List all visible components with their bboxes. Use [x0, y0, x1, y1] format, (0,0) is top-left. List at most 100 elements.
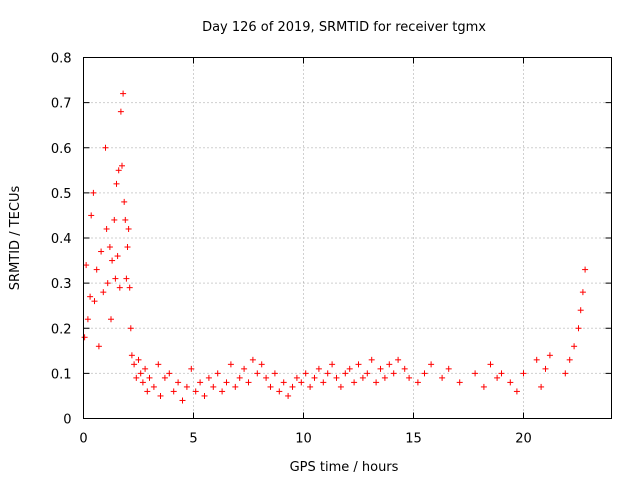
data-point — [98, 248, 105, 255]
data-point — [170, 388, 177, 395]
data-point — [562, 370, 569, 377]
data-point — [161, 374, 168, 381]
data-point — [232, 383, 239, 390]
data-point — [122, 216, 129, 223]
data-point — [249, 356, 256, 363]
data-point — [137, 370, 144, 377]
data-point — [81, 334, 88, 341]
data-point — [507, 379, 514, 386]
data-point — [307, 383, 314, 390]
data-point — [359, 374, 366, 381]
data-point — [533, 356, 540, 363]
data-point — [263, 374, 270, 381]
data-point — [121, 198, 128, 205]
data-point — [102, 144, 109, 151]
data-point — [93, 266, 100, 273]
data-point — [337, 383, 344, 390]
data-point — [298, 379, 305, 386]
data-point — [582, 266, 589, 273]
data-point — [342, 370, 349, 377]
data-point — [271, 370, 278, 377]
data-point — [124, 244, 131, 251]
data-point — [135, 356, 142, 363]
data-point — [109, 257, 116, 264]
data-point — [276, 388, 283, 395]
data-point — [108, 316, 114, 323]
x-tick-label: 20 — [515, 432, 532, 447]
data-point — [111, 216, 118, 223]
data-point — [439, 374, 446, 381]
data-point — [333, 374, 340, 381]
data-point — [498, 370, 505, 377]
data-point — [175, 379, 182, 386]
data-point — [117, 108, 124, 115]
data-point — [377, 365, 384, 372]
data-point — [146, 374, 153, 381]
data-point — [456, 379, 463, 386]
data-point — [364, 370, 371, 377]
data-point — [373, 379, 380, 386]
data-point — [245, 379, 252, 386]
data-point — [197, 379, 204, 386]
data-point — [166, 370, 173, 377]
x-axis-label: GPS time / hours — [290, 460, 399, 475]
data-point — [116, 284, 123, 291]
data-point — [472, 370, 479, 377]
data-point — [115, 167, 122, 174]
data-point — [566, 356, 573, 363]
axis-ticks: 0 0.1 0.2 0.3 0.4 0.5 0.6 0.7 0.8 0 5 10 15 20 — [51, 52, 612, 447]
y-tick-label: 0.7 — [51, 97, 72, 112]
data-point — [103, 225, 110, 232]
data-point — [302, 370, 309, 377]
data-point — [293, 374, 300, 381]
y-tick-label: 0.8 — [51, 52, 72, 67]
data-point — [113, 180, 120, 187]
data-point — [546, 352, 553, 359]
data-point — [577, 307, 584, 314]
y-tick-label: 0.5 — [51, 187, 72, 202]
data-point — [90, 189, 97, 196]
data-point — [390, 370, 397, 377]
data-point — [106, 244, 113, 251]
data-point — [414, 379, 421, 386]
data-point — [142, 365, 149, 372]
data-point — [144, 388, 151, 395]
data-point — [123, 275, 130, 282]
data-point — [445, 365, 452, 372]
data-point — [538, 383, 545, 390]
data-point — [320, 379, 327, 386]
data-point — [487, 361, 494, 368]
chart-title: Day 126 of 2019, SRMTID for receiver tgm… — [202, 20, 486, 35]
data-point — [100, 289, 107, 296]
data-point — [214, 370, 221, 377]
data-point — [87, 293, 94, 300]
data-point — [210, 383, 217, 390]
data-point — [494, 374, 501, 381]
data-point — [571, 343, 578, 350]
data-point — [386, 361, 393, 368]
y-tick-label: 0.6 — [51, 142, 72, 157]
data-point — [355, 361, 362, 368]
data-point — [401, 365, 408, 372]
data-point — [192, 388, 199, 395]
data-point — [150, 383, 157, 390]
data-point — [131, 361, 138, 368]
data-point — [258, 361, 265, 368]
y-tick-label: 0.4 — [51, 232, 72, 247]
y-tick-label: 0 — [63, 413, 71, 428]
data-point — [84, 316, 91, 323]
y-tick-label: 0.3 — [51, 277, 72, 292]
data-point — [406, 374, 413, 381]
y-axis-label: SRMTID / TECUs — [8, 186, 23, 291]
data-point — [223, 379, 230, 386]
data-point — [179, 397, 186, 404]
data-point — [119, 162, 125, 169]
grid — [83, 57, 612, 419]
data-point — [285, 392, 292, 399]
data-point — [315, 365, 322, 372]
data-point — [128, 352, 135, 359]
data-point — [205, 374, 212, 381]
data-point — [201, 392, 208, 399]
x-tick-label: 0 — [79, 432, 87, 447]
x-tick-label: 10 — [295, 432, 312, 447]
